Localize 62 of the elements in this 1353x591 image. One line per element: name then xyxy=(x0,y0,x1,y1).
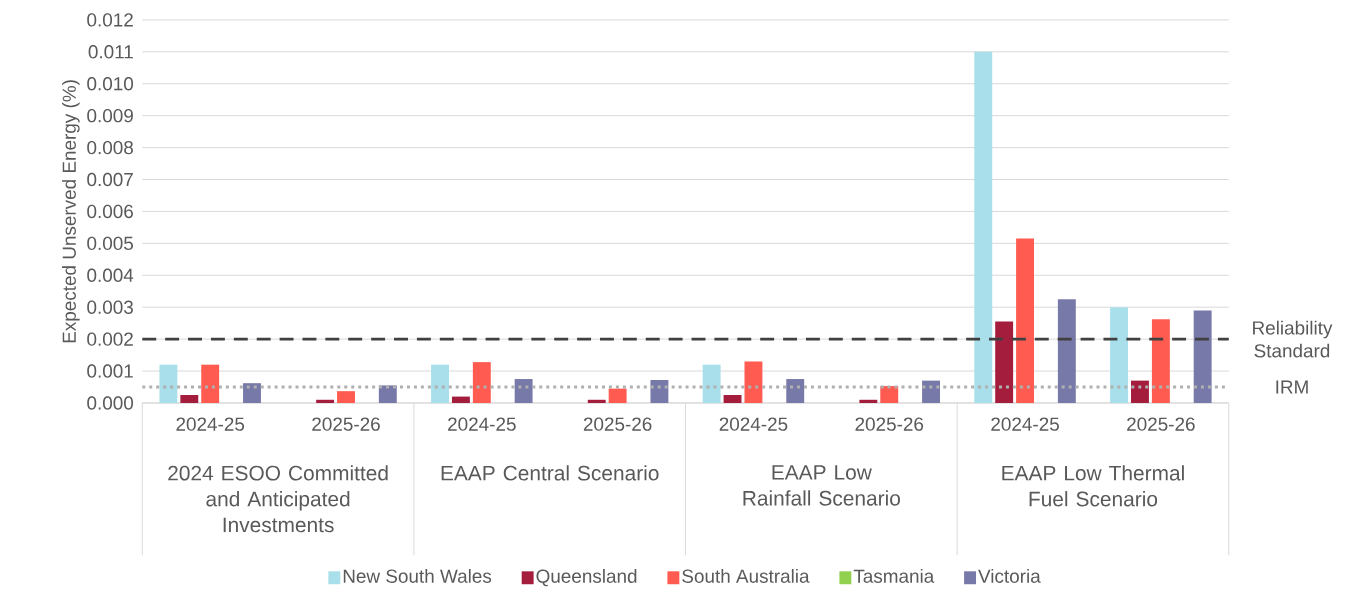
legend-label: South Australia xyxy=(682,568,810,583)
bar xyxy=(702,364,721,403)
x-tick-label: 2025-26 xyxy=(312,417,380,431)
y-tick-label: 0.003 xyxy=(87,300,133,314)
y-tick-label: 0.002 xyxy=(87,332,133,346)
text: EAAP Low Rainfall Scenario xyxy=(743,465,900,506)
bar xyxy=(337,391,355,403)
ref-line-label: IRM xyxy=(1276,380,1308,394)
y-tick-label: 0.010 xyxy=(87,77,134,91)
bar xyxy=(201,364,220,403)
y-tick-label: 0.012 xyxy=(87,13,133,27)
bar xyxy=(1016,238,1035,403)
bar xyxy=(1057,299,1076,403)
legend-label: New South Wales xyxy=(343,568,492,583)
bar xyxy=(587,399,606,403)
bar xyxy=(243,383,261,403)
x-tick-label: 2024-25 xyxy=(991,417,1059,431)
x-tick-label: 2024-25 xyxy=(448,417,516,431)
text: EAAP Central Scenario xyxy=(441,465,659,481)
bar xyxy=(451,396,470,403)
bar xyxy=(974,51,993,403)
y-tick-label: 0.007 xyxy=(87,172,133,187)
x-tick-label: 2025-26 xyxy=(583,417,652,431)
legend-label: Tasmania xyxy=(853,568,935,583)
bar xyxy=(180,394,199,403)
y-tick-label: 0.011 xyxy=(88,45,133,59)
y-axis-title: Expected Unserved Energy (%) xyxy=(62,80,80,343)
y-tick-label: 0.001 xyxy=(87,364,133,378)
x-tick-label: 2025-26 xyxy=(855,417,924,431)
x-tick-label: 2024-25 xyxy=(719,417,788,431)
y-tick-label: 0.004 xyxy=(87,268,134,282)
bar xyxy=(431,364,449,403)
text: EAAP Low Thermal Fuel Scenario xyxy=(1002,465,1184,507)
y-tick-label: 0.009 xyxy=(87,108,133,123)
bar xyxy=(1131,380,1149,403)
bar xyxy=(514,379,533,403)
legend-label: Victoria xyxy=(978,568,1041,583)
bar xyxy=(995,321,1014,403)
bar xyxy=(378,385,397,403)
bar xyxy=(922,380,940,403)
bar xyxy=(786,379,805,403)
bar xyxy=(472,362,491,403)
bar xyxy=(1151,319,1170,403)
y-tick-label: 0.005 xyxy=(87,236,133,251)
bar xyxy=(723,394,742,403)
bar xyxy=(159,364,178,403)
text: 2024 ESOO Committed and Anticipated Investments xyxy=(168,465,388,533)
bar xyxy=(650,379,669,403)
y-tick-label: 0.000 xyxy=(87,396,134,410)
bar xyxy=(880,386,899,403)
legend-label: Queensland xyxy=(536,568,637,587)
bar xyxy=(859,399,878,403)
y-tick-label: 0.006 xyxy=(87,204,133,219)
bar xyxy=(744,361,763,403)
bar xyxy=(1110,307,1129,403)
ref-line-label: Reliability Standard xyxy=(1253,320,1333,358)
x-tick-label: 2025-26 xyxy=(1127,417,1195,431)
y-tick-label: 0.008 xyxy=(87,140,133,155)
bar xyxy=(316,399,335,403)
x-tick-label: 2024-25 xyxy=(176,417,245,431)
bar xyxy=(608,388,627,403)
bar xyxy=(1193,310,1212,403)
